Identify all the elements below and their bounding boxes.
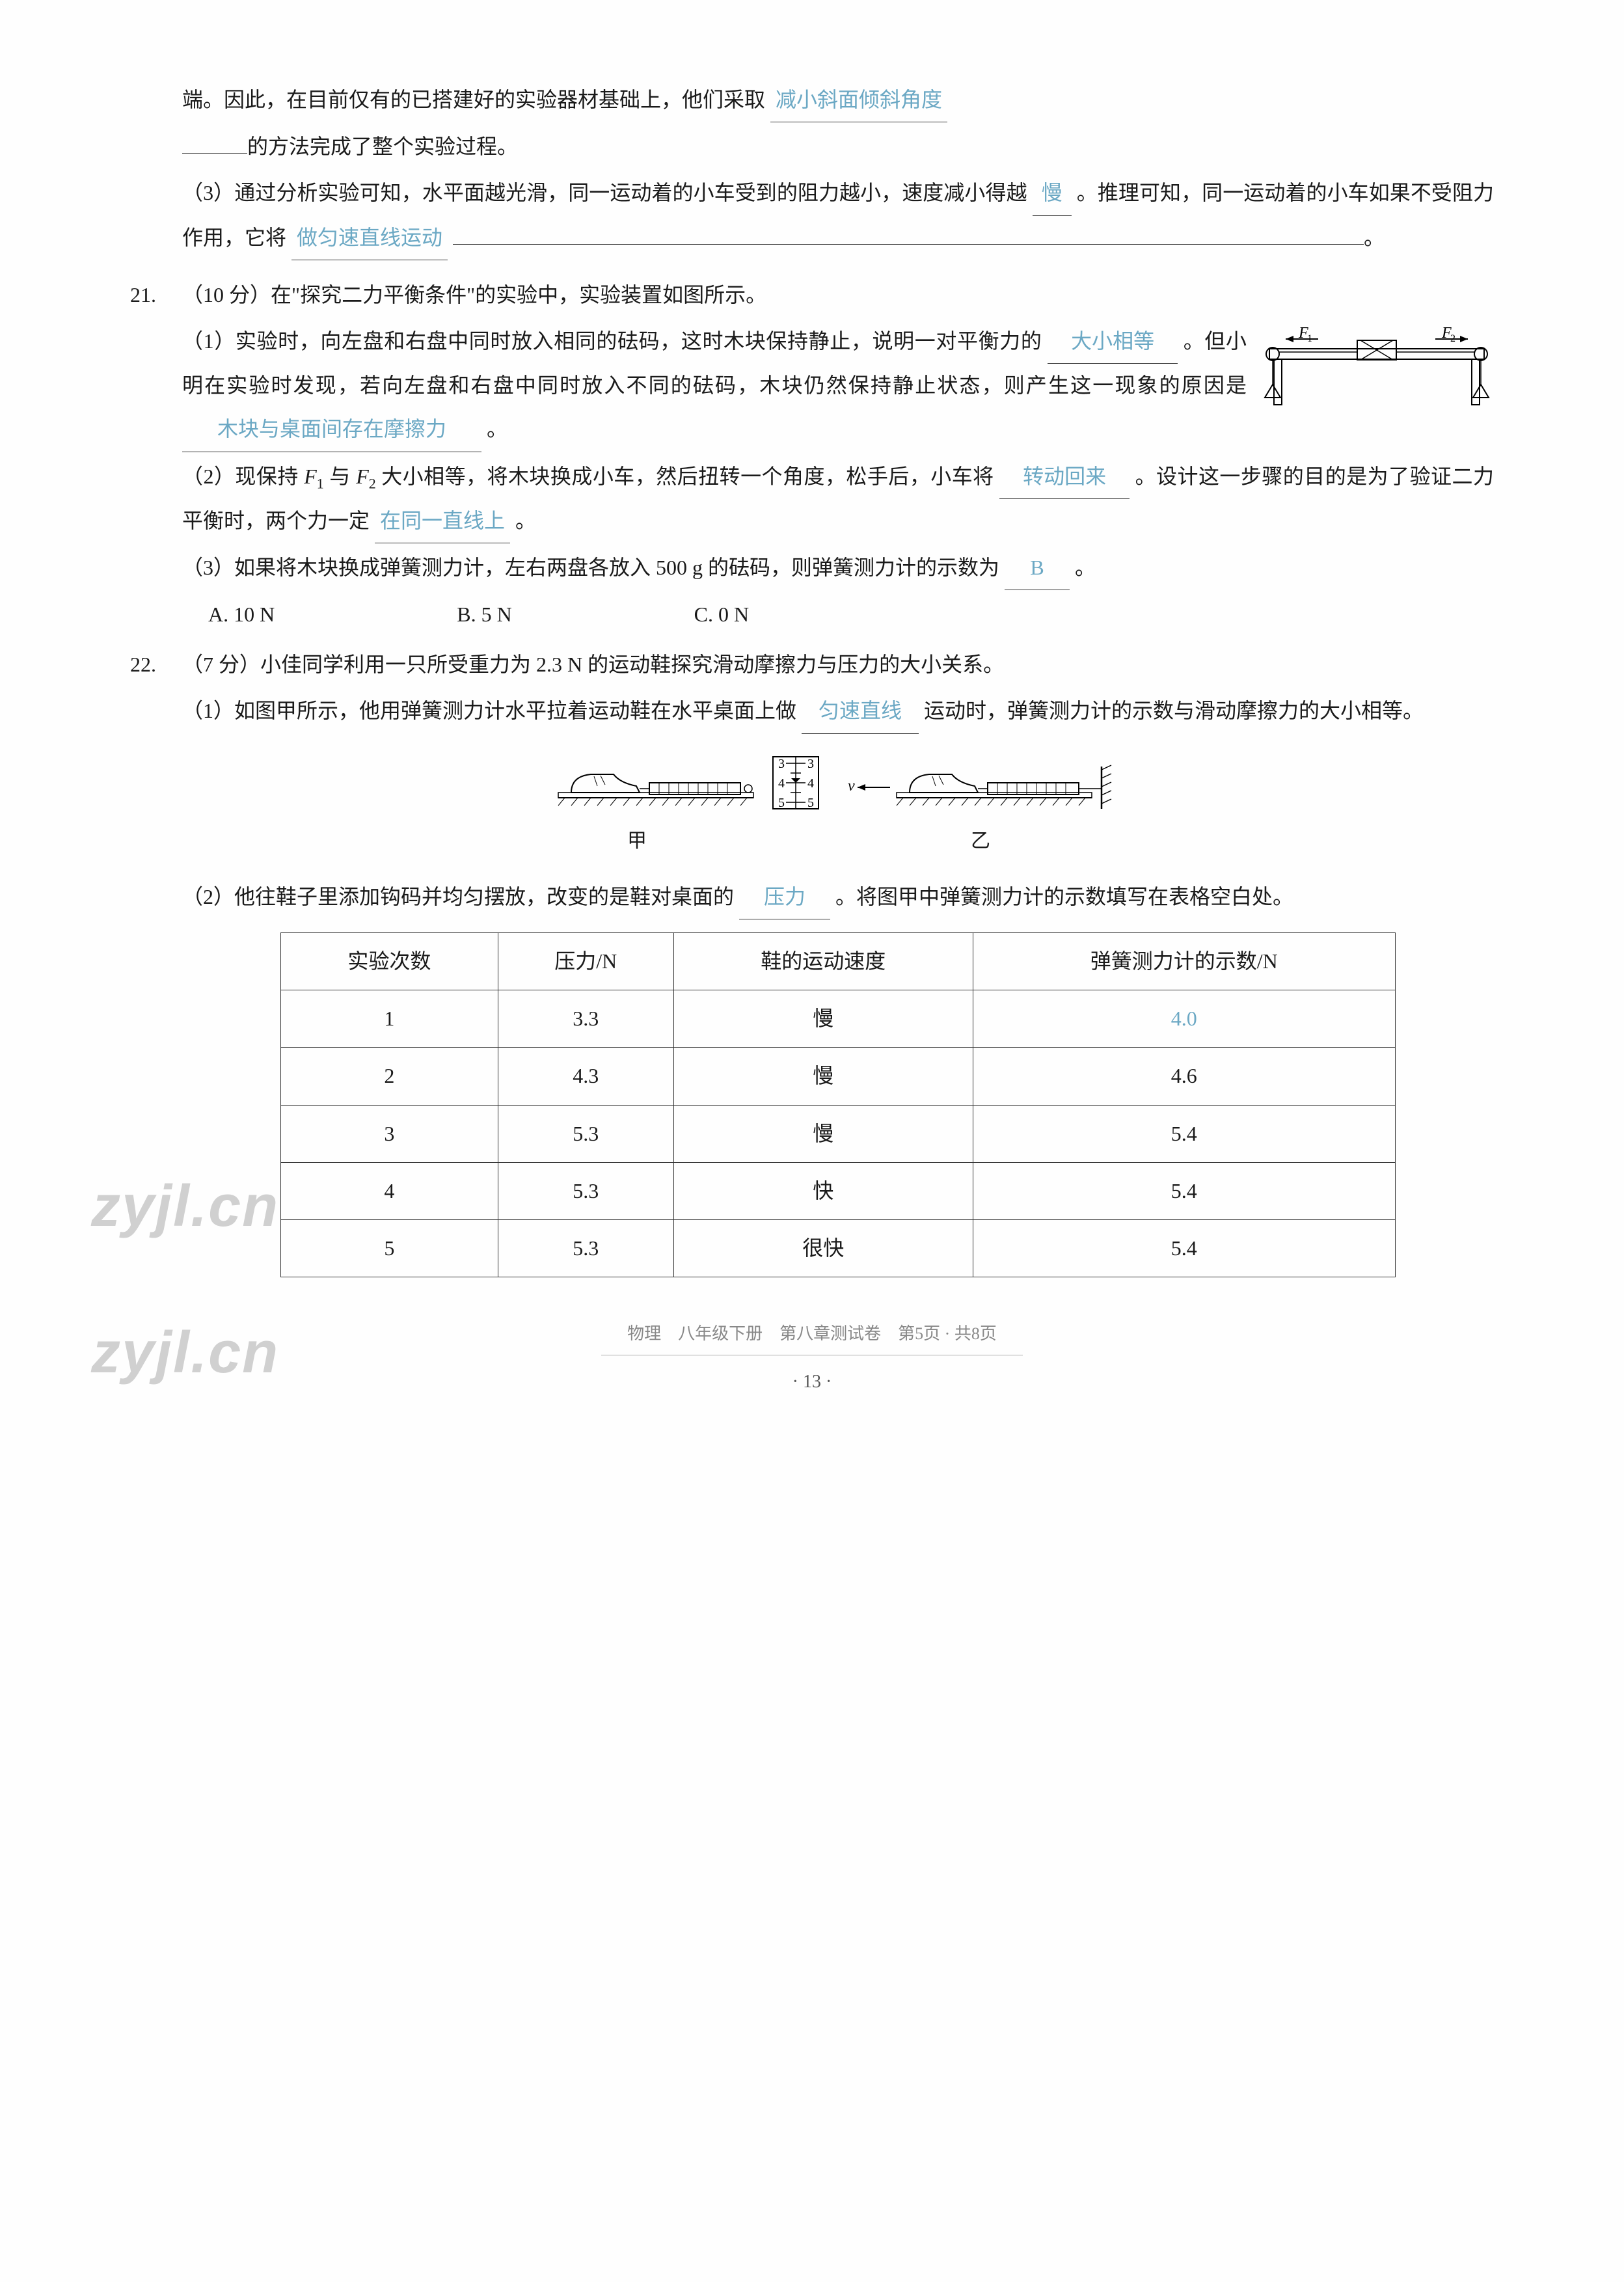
th-2: 鞋的运动速度 [673,933,973,990]
table-cell: 5.4 [973,1105,1395,1162]
q21-stem: 在"探究二力平衡条件"的实验中，实验装置如图所示。 [271,283,766,306]
q20-p3-line: （3）通过分析实验可知，水平面越光滑，同一运动着的小车受到的阻力越小，速度减小得… [182,171,1494,260]
table-cell: 2 [281,1048,498,1105]
q22-p1: （1）如图甲所示，他用弹簧测力计水平拉着运动鞋在水平桌面上做 匀速直线 运动时，… [182,689,1494,733]
table-row: 24.3慢4.6 [281,1048,1396,1105]
q21-f2-sub: 2 [369,475,376,491]
th-3: 弹簧测力计的示数/N [973,933,1395,990]
q21-f1: F [304,465,317,488]
table-cell: 很快 [673,1219,973,1277]
table-cell: 5.4 [973,1162,1395,1219]
table-cell: 5.3 [498,1219,673,1277]
table-cell: 慢 [673,990,973,1048]
q22-p1-end: 运动时，弹簧测力计的示数与滑动摩擦力的大小相等。 [924,699,1424,722]
q20-blank-cont [182,153,247,154]
q21-p2-mid: 大小相等，将木块换成小车，然后扭转一个角度，松手后，小车将 [376,465,994,488]
q21-p2-prefix: （2）现保持 [182,465,304,488]
q21-p3: （3）如果将木块换成弹簧测力计，左右两盘各放入 500 g 的砝码，则弹簧测力计… [182,546,1494,590]
table-cell: 5.3 [498,1105,673,1162]
label-yi: 乙 [850,821,1111,862]
q21-blank2-2: 在同一直线上 [375,499,510,543]
q22-blank2-1: 压力 [739,875,830,919]
table-row: 45.3快5.4 [281,1162,1396,1219]
q20-p2-line: 端。因此，在目前仅有的已搭建好的实验器材基础上，他们采取 减小斜面倾斜角度 [182,78,1494,122]
q21-optA: A. 10 N [208,593,275,636]
gauge-4l: 4 [778,776,785,791]
table-cell: 4.0 [973,990,1395,1048]
gauge-5l: 5 [778,796,785,810]
q22-p2-end: 。将图甲中弹簧测力计的示数填写在表格空白处。 [835,885,1293,908]
th-0: 实验次数 [281,933,498,990]
q21-blank1-2: 木块与桌面间存在摩擦力 [182,407,481,452]
table-row: 55.3很快5.4 [281,1219,1396,1277]
table-cell: 4.3 [498,1048,673,1105]
q20-blank3-ext [453,244,1364,245]
page-number: · 13 · [130,1363,1494,1402]
q21-blank2-1: 转动回来 [999,455,1130,499]
shoe-svg: 3 4 5 3 4 5 v [545,747,1131,819]
q20-p3-prefix: （3）通过分析实验可知，水平面越光滑，同一运动着的小车受到的阻力越小，速度减小得… [182,181,1027,204]
q20-p2-end: 的方法完成了整个实验过程。 [247,135,518,158]
q21-optC: C. 0 N [694,593,749,636]
q21-p1-end: 。 [487,417,508,441]
table-cell: 慢 [673,1105,973,1162]
q21-optB: B. 5 N [457,593,511,636]
q21-options: A. 10 N B. 5 N C. 0 N [182,593,1494,636]
q20-blank3-1: 慢 [1033,171,1072,215]
q21-f2: F [356,465,369,488]
table-cell: 4.6 [973,1048,1395,1105]
table-row: 13.3慢4.0 [281,990,1396,1048]
q22-stem: 小佳同学利用一只所受重力为 2.3 N 的运动鞋探究滑动摩擦力与压力的大小关系。 [260,653,1004,676]
gauge-5r: 5 [807,796,814,810]
q21-score: （10 分） [182,283,271,306]
q20-p3-end: 。 [1364,226,1385,249]
q22-stem-line: 22.（7 分）小佳同学利用一只所受重力为 2.3 N 的运动鞋探究滑动摩擦力与… [130,643,1494,686]
data-table: 实验次数 压力/N 鞋的运动速度 弹簧测力计的示数/N 13.3慢4.024.3… [280,932,1396,1277]
q22-p2-prefix: （2）他往鞋子里添加钩码并均匀摆放，改变的是鞋对桌面的 [182,885,734,908]
gauge-4r: 4 [807,776,814,791]
shoe-diagram: 3 4 5 3 4 5 v [182,747,1494,862]
table-cell: 5.3 [498,1162,673,1219]
q21-blank1-1: 大小相等 [1048,319,1178,364]
table-cell: 慢 [673,1048,973,1105]
table-cell: 1 [281,990,498,1048]
q21-p2-end: 。 [515,509,536,532]
th-1: 压力/N [498,933,673,990]
q21-p3-end: 。 [1075,556,1096,579]
q20-p2-cont: 端。因此，在目前仅有的已搭建好的实验器材基础上，他们采取 [182,88,765,111]
svg-text:v: v [848,778,855,795]
footer: 物理 八年级下册 第八章测试卷 第5页 · 共8页 · 13 · [130,1316,1494,1401]
table-cell: 4 [281,1162,498,1219]
table-cell: 5.4 [973,1219,1395,1277]
q22-blank1-1: 匀速直线 [802,689,919,733]
q20-blank2-1: 减小斜面倾斜角度 [770,78,947,122]
table-cell: 3 [281,1105,498,1162]
q20-blank3-2: 做匀速直线运动 [291,216,448,260]
gauge-3l: 3 [778,757,785,771]
q22-p2: （2）他往鞋子里添加钩码并均匀摆放，改变的是鞋对桌面的 压力 。将图甲中弹簧测力… [182,875,1494,919]
q20-p2-line2: 的方法完成了整个实验过程。 [182,125,1494,169]
q21-stem-line: 21.（10 分）在"探究二力平衡条件"的实验中，实验装置如图所示。 [130,273,1494,317]
q21-num: 21. [130,273,182,317]
q21-p1-prefix: （1）实验时，向左盘和右盘中同时放入相同的砝码，这时木块保持静止，说明一对平衡力… [182,329,1042,353]
table-row: 35.3慢5.4 [281,1105,1396,1162]
q21-blank3-1: B [1005,546,1070,590]
gauge-3r: 3 [807,757,814,771]
q22-score: （7 分） [182,653,260,676]
table-cell: 快 [673,1162,973,1219]
q21-f1-sub: 1 [317,475,324,491]
table-cell: 3.3 [498,990,673,1048]
q21-p2-with: 与 [324,465,356,488]
q22-p1-prefix: （1）如图甲所示，他用弹簧测力计水平拉着运动鞋在水平桌面上做 [182,699,796,722]
q21-p3-prefix: （3）如果将木块换成弹簧测力计，左右两盘各放入 500 g 的砝码，则弹簧测力计… [182,556,999,579]
q22-num: 22. [130,643,182,686]
footer-text: 物理 八年级下册 第八章测试卷 第5页 · 共8页 [601,1316,1023,1355]
q21-p2: （2）现保持 F1 与 F2 大小相等，将木块换成小车，然后扭转一个角度，松手后… [182,455,1494,543]
pulley-diagram: F 1 F 2 [1260,326,1494,424]
table-cell: 5 [281,1219,498,1277]
label-jia: 甲 [507,821,767,862]
table-header-row: 实验次数 压力/N 鞋的运动速度 弹簧测力计的示数/N [281,933,1396,990]
